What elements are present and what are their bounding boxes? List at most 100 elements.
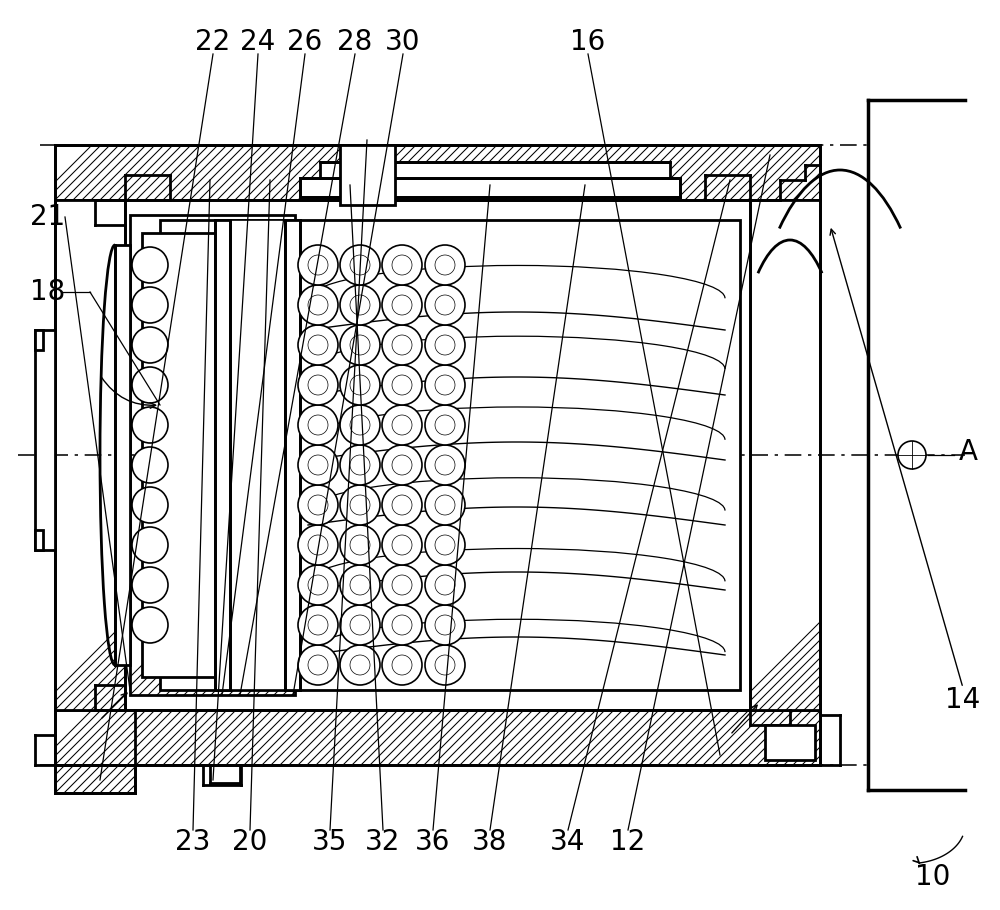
Text: 26: 26 xyxy=(287,28,323,56)
Circle shape xyxy=(898,441,926,469)
Circle shape xyxy=(392,455,412,475)
Text: 34: 34 xyxy=(550,828,586,856)
Circle shape xyxy=(132,487,168,523)
Text: A: A xyxy=(958,438,978,466)
Circle shape xyxy=(298,325,338,365)
Circle shape xyxy=(350,615,370,635)
Text: 21: 21 xyxy=(30,203,66,231)
Circle shape xyxy=(425,325,465,365)
Circle shape xyxy=(392,615,412,635)
Circle shape xyxy=(340,245,380,285)
Circle shape xyxy=(340,365,380,405)
Circle shape xyxy=(340,605,380,645)
Circle shape xyxy=(298,285,338,325)
Circle shape xyxy=(340,645,380,685)
Circle shape xyxy=(382,525,422,565)
Bar xyxy=(285,220,300,690)
Bar xyxy=(35,530,43,550)
Circle shape xyxy=(350,375,370,395)
Circle shape xyxy=(392,295,412,315)
Circle shape xyxy=(382,245,422,285)
Text: 28: 28 xyxy=(337,28,373,56)
Text: 23: 23 xyxy=(175,828,211,856)
Circle shape xyxy=(308,295,328,315)
Circle shape xyxy=(425,405,465,445)
Circle shape xyxy=(308,335,328,355)
Text: 22: 22 xyxy=(195,28,231,56)
Circle shape xyxy=(382,365,422,405)
Circle shape xyxy=(298,365,338,405)
Text: 24: 24 xyxy=(240,28,276,56)
Text: 16: 16 xyxy=(570,28,606,56)
Circle shape xyxy=(425,245,465,285)
Circle shape xyxy=(132,527,168,563)
Circle shape xyxy=(382,645,422,685)
Bar xyxy=(35,330,43,350)
Circle shape xyxy=(340,285,380,325)
Bar xyxy=(115,245,130,665)
Circle shape xyxy=(425,605,465,645)
Circle shape xyxy=(382,285,422,325)
Circle shape xyxy=(392,495,412,515)
Circle shape xyxy=(382,445,422,485)
Polygon shape xyxy=(750,200,820,710)
Bar xyxy=(765,725,815,760)
Text: 20: 20 xyxy=(232,828,268,856)
Circle shape xyxy=(350,255,370,275)
Bar xyxy=(290,220,295,690)
Circle shape xyxy=(350,455,370,475)
Circle shape xyxy=(132,287,168,323)
Circle shape xyxy=(350,295,370,315)
Circle shape xyxy=(435,335,455,355)
Circle shape xyxy=(308,535,328,555)
Circle shape xyxy=(350,335,370,355)
Circle shape xyxy=(132,367,168,403)
Text: 35: 35 xyxy=(312,828,348,856)
Circle shape xyxy=(132,247,168,283)
Circle shape xyxy=(392,575,412,595)
Circle shape xyxy=(340,485,380,525)
Circle shape xyxy=(308,575,328,595)
Bar xyxy=(35,330,55,550)
Bar xyxy=(215,220,230,690)
Circle shape xyxy=(350,495,370,515)
Bar xyxy=(320,162,670,178)
Circle shape xyxy=(298,445,338,485)
Polygon shape xyxy=(55,710,820,765)
Polygon shape xyxy=(130,215,295,695)
Circle shape xyxy=(425,365,465,405)
Circle shape xyxy=(350,535,370,555)
Circle shape xyxy=(298,605,338,645)
Circle shape xyxy=(382,405,422,445)
Circle shape xyxy=(308,255,328,275)
Bar xyxy=(230,220,285,690)
Circle shape xyxy=(435,575,455,595)
Circle shape xyxy=(382,605,422,645)
Circle shape xyxy=(298,405,338,445)
Text: 14: 14 xyxy=(945,686,981,714)
Circle shape xyxy=(132,567,168,603)
Circle shape xyxy=(340,445,380,485)
Circle shape xyxy=(435,255,455,275)
Circle shape xyxy=(392,375,412,395)
Text: 18: 18 xyxy=(30,278,66,306)
Circle shape xyxy=(298,485,338,525)
Circle shape xyxy=(340,325,380,365)
Text: 32: 32 xyxy=(365,828,401,856)
Circle shape xyxy=(382,565,422,605)
Bar xyxy=(340,145,395,205)
Circle shape xyxy=(132,327,168,363)
Polygon shape xyxy=(55,765,135,793)
Circle shape xyxy=(298,525,338,565)
Circle shape xyxy=(298,565,338,605)
Circle shape xyxy=(308,455,328,475)
Circle shape xyxy=(425,285,465,325)
Circle shape xyxy=(308,495,328,515)
Text: 10: 10 xyxy=(915,863,951,891)
Circle shape xyxy=(308,655,328,675)
Bar xyxy=(300,178,680,197)
Text: 38: 38 xyxy=(472,828,508,856)
Circle shape xyxy=(308,615,328,635)
Circle shape xyxy=(425,525,465,565)
Text: 30: 30 xyxy=(385,28,421,56)
